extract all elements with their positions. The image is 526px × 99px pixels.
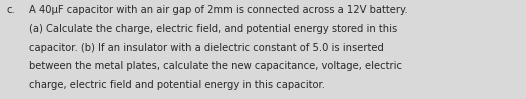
Text: capacitor. (b) If an insulator with a dielectric constant of 5.0 is inserted: capacitor. (b) If an insulator with a di… xyxy=(29,43,384,53)
Text: A 40μF capacitor with an air gap of 2mm is connected across a 12V battery.: A 40μF capacitor with an air gap of 2mm … xyxy=(29,5,408,15)
Text: charge, electric field and potential energy in this capacitor.: charge, electric field and potential ene… xyxy=(29,80,325,90)
Text: (a) Calculate the charge, electric field, and potential energy stored in this: (a) Calculate the charge, electric field… xyxy=(29,24,397,34)
Text: between the metal plates, calculate the new capacitance, voltage, electric: between the metal plates, calculate the … xyxy=(29,61,402,71)
Text: c.: c. xyxy=(6,5,15,15)
